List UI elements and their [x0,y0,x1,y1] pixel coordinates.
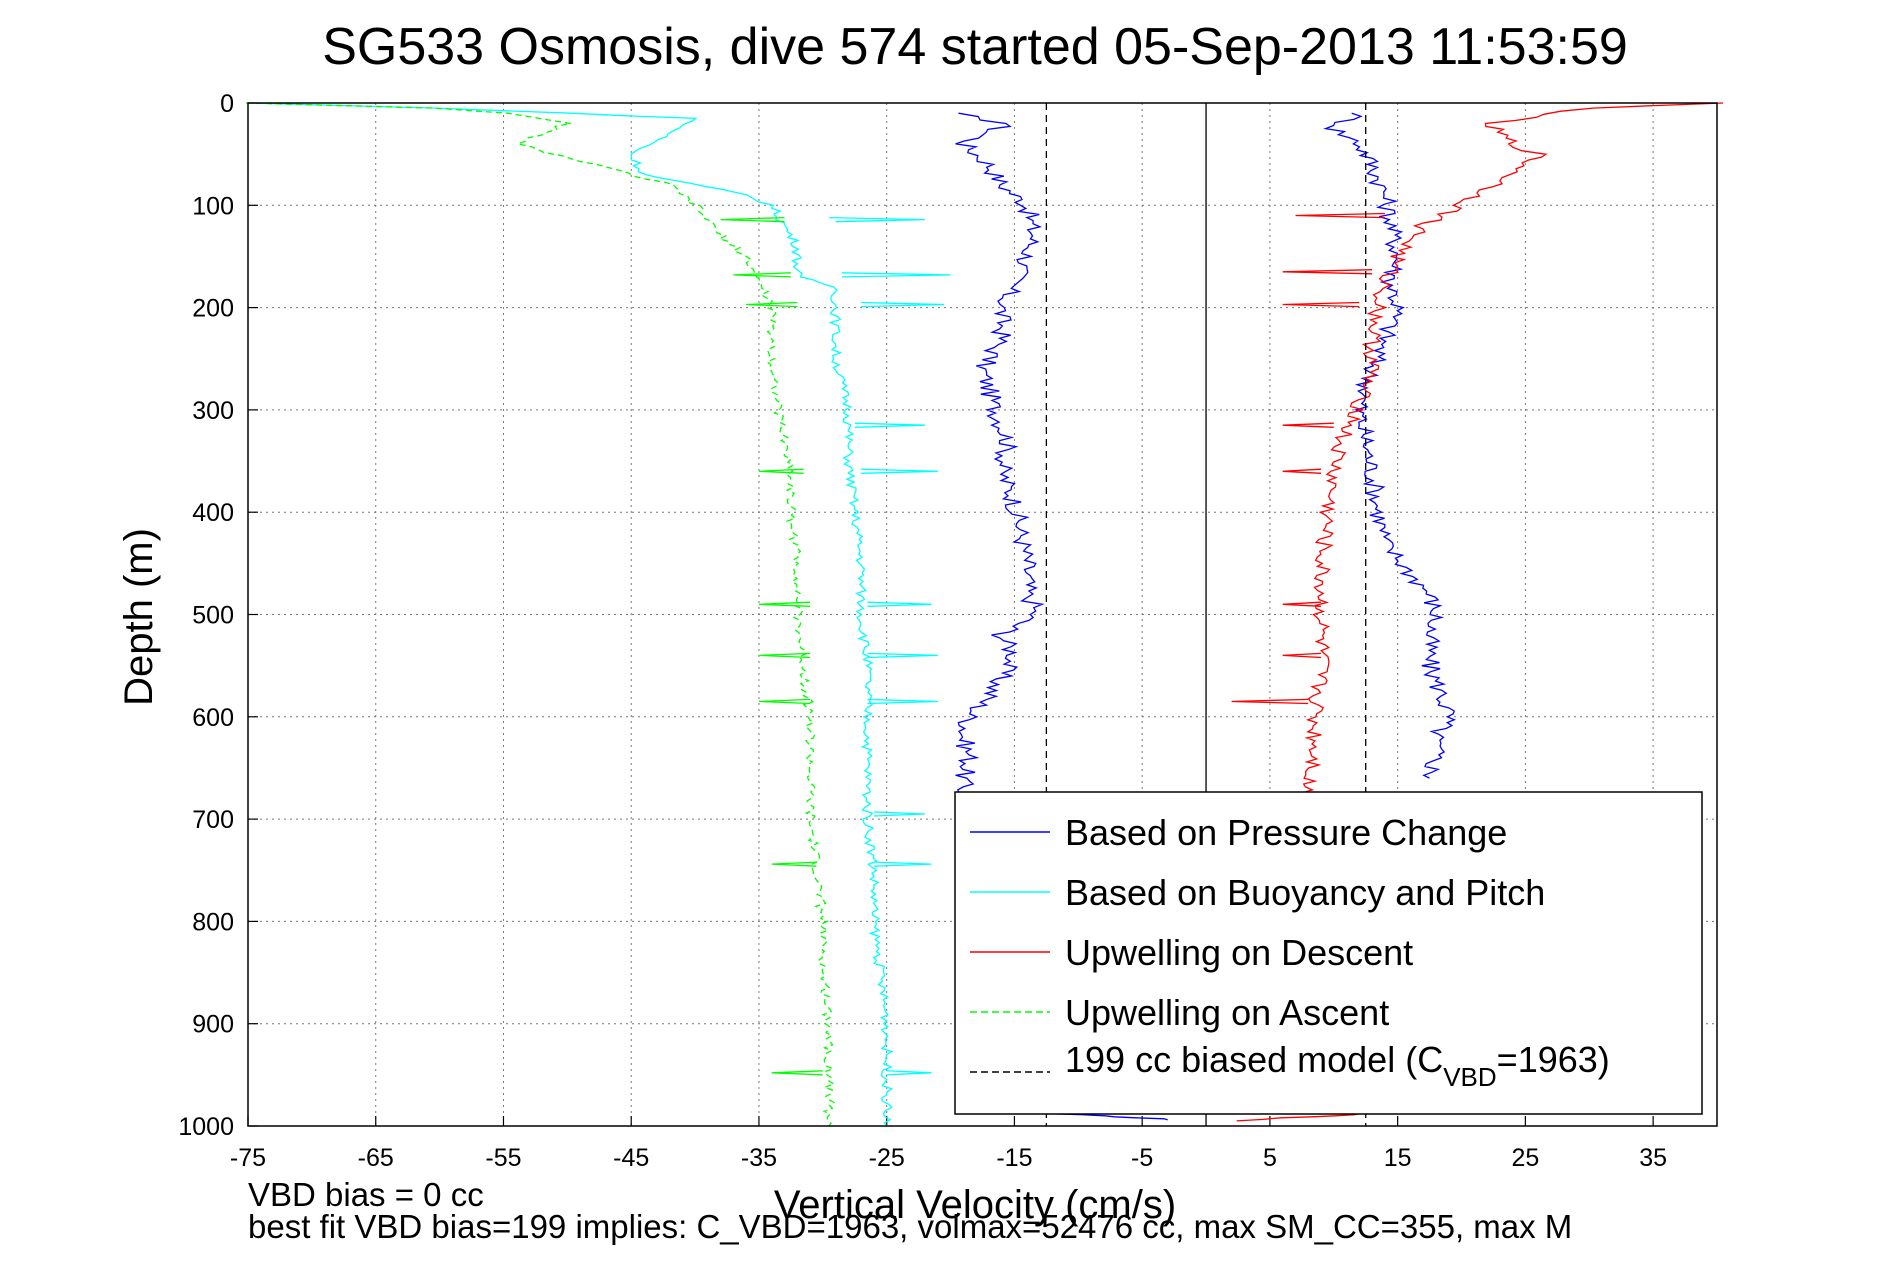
x-tick-label: -35 [741,1144,777,1172]
series-spike [746,301,798,308]
series-spike [733,272,791,278]
x-tick-label: -25 [869,1144,905,1172]
y-tick-label: 400 [192,499,234,527]
series-spike [1282,301,1360,308]
series-spike [861,301,945,308]
y-tick-label: 900 [192,1011,234,1039]
x-tick-label: 25 [1511,1144,1539,1172]
series-line [245,102,836,1127]
series-spike [873,861,932,867]
legend-box [954,791,1703,1115]
x-tick-label: -5 [1131,1144,1153,1172]
legend-label-model: 199 cc biased model (CVBD=1963) [1065,1039,1610,1092]
series-spike [867,652,938,659]
x-ticks: -75 -65 -55 -45 -35 -25 -15 -5 5 15 25 35 [230,1116,1667,1172]
series-spike [1282,468,1322,474]
legend-label-pressure: Based on Pressure Change [1065,812,1507,853]
series-line [955,112,1045,800]
series-spike [886,1070,932,1076]
legend-label-model-tail: =1963) [1497,1039,1610,1080]
plot-frame [247,102,1718,1127]
series-spike [1295,212,1385,219]
x-tick-label: 15 [1384,1144,1412,1172]
legend-label-ascent: Upwelling on Ascent [1065,992,1389,1033]
x-tick-label: -65 [358,1144,394,1172]
footer-line-2: best fit VBD bias=199 implies: C_VBD=196… [248,1208,1573,1245]
series-spike [1282,652,1322,659]
series-line [1323,112,1457,779]
legend-label-model-main: 199 cc biased model (C [1065,1039,1443,1080]
x-tick-label: -45 [613,1144,649,1172]
series-spike [758,468,804,474]
series-spike [771,1070,823,1076]
chart-title: SG533 Osmosis, dive 574 started 05-Sep-2… [322,18,1628,76]
series-spike [861,468,938,474]
series-spike [867,698,938,705]
y-tick-label: 200 [192,295,234,323]
series-spike [758,652,811,659]
legend-label-descent: Upwelling on Descent [1065,932,1413,973]
y-tick-label: 0 [220,90,234,118]
y-ticks: 0 100 200 300 400 500 600 700 800 900 1000 [178,90,258,1141]
x-axis-label: Vertical Velocity (cm/s) [774,1183,1176,1227]
series-spike [1282,601,1322,607]
series-spike [758,698,811,705]
series-line [248,102,894,1127]
series-line [1299,102,1724,800]
y-tick-label: 300 [192,397,234,425]
series-spike [1282,269,1373,275]
footer-line-1: VBD bias = 0 cc [248,1176,484,1213]
series-spike [758,601,811,607]
series-spike [771,861,817,867]
y-tick-label: 600 [192,704,234,732]
series-spike [854,422,926,428]
series-spike [1231,698,1309,705]
y-tick-label: 800 [192,908,234,936]
x-tick-label: 5 [1263,1144,1277,1172]
series-spike [867,601,932,607]
y-tick-label: 1000 [178,1113,234,1141]
x-tick-label: -75 [230,1144,266,1172]
y-axis-label: Depth (m) [117,528,161,706]
legend-label-buoyancy: Based on Buoyancy and Pitch [1065,872,1545,913]
series-spike [720,216,785,223]
y-tick-label: 700 [192,806,234,834]
y-tick-label: 500 [192,602,234,630]
x-tick-label: -15 [996,1144,1032,1172]
x-tick-label: 35 [1639,1144,1667,1172]
series-spike [841,272,951,278]
x-tick-label: -55 [485,1144,521,1172]
series-spike [873,811,926,817]
legend-label-model-sub: VBD [1443,1062,1496,1092]
series-spike [1282,422,1334,428]
series-spike [829,216,926,223]
y-tick-label: 100 [192,192,234,220]
legend: Based on Pressure Change Based on Buoyan… [954,791,1703,1115]
